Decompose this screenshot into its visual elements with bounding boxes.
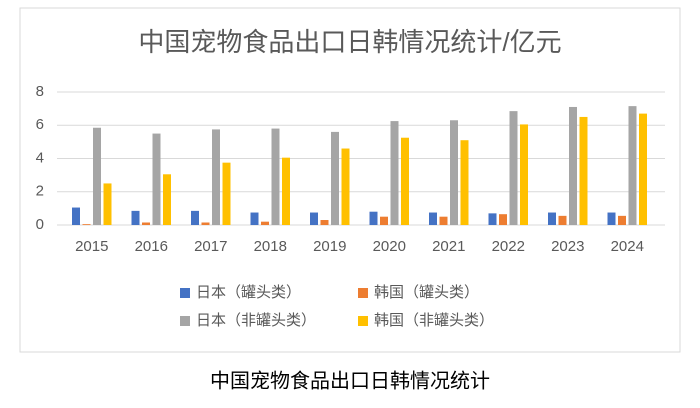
legend-swatch [358, 316, 368, 326]
x-tick-label: 2019 [313, 238, 346, 255]
chart-caption: 中国宠物食品出口日韩情况统计 [210, 369, 490, 392]
chart-title: 中国宠物食品出口日韩情况统计/亿元 [138, 27, 561, 57]
x-tick-label: 2016 [135, 238, 168, 255]
bar [212, 129, 220, 225]
bar [558, 215, 567, 225]
bar [250, 212, 259, 225]
bar [152, 133, 161, 225]
y-tick-label: 0 [36, 216, 44, 233]
x-tick-label: 2021 [432, 238, 465, 255]
bar [401, 137, 409, 225]
x-tick-label: 2024 [611, 238, 644, 255]
x-tick-label: 2022 [492, 238, 525, 255]
bar [639, 113, 647, 225]
x-tick-label: 2017 [194, 238, 227, 255]
bar [282, 157, 290, 225]
bar [201, 222, 210, 225]
bar [429, 212, 437, 225]
bar [509, 111, 518, 225]
bar [191, 210, 199, 225]
bar [142, 222, 150, 225]
bar [618, 215, 626, 225]
bar [579, 116, 588, 225]
bar [369, 211, 378, 225]
bar [607, 212, 616, 225]
bar [460, 140, 469, 225]
bar [72, 207, 80, 225]
bar [520, 124, 528, 225]
legend-label: 日本（非罐头类） [196, 312, 316, 329]
bar [131, 210, 140, 225]
bar [271, 128, 280, 225]
legend-label: 韩国（非罐头类） [374, 312, 494, 329]
x-tick-label: 2018 [254, 238, 287, 255]
legend-swatch [180, 288, 190, 298]
bar [261, 221, 269, 225]
legend-swatch [180, 316, 190, 326]
bar [163, 174, 171, 225]
bar [439, 216, 448, 225]
legend-label: 日本（罐头类） [196, 284, 301, 301]
bar [499, 214, 507, 225]
legend-label: 韩国（罐头类） [374, 284, 479, 301]
bar [103, 183, 112, 225]
bar [628, 106, 637, 225]
x-tick-label: 2020 [373, 238, 406, 255]
y-tick-label: 8 [36, 83, 44, 100]
bar [341, 148, 350, 225]
bar [450, 120, 458, 225]
legend-swatch [358, 288, 368, 298]
bar [310, 212, 318, 225]
y-tick-label: 4 [36, 149, 44, 166]
bar [331, 131, 339, 225]
y-tick-label: 2 [36, 183, 44, 200]
bar [320, 220, 329, 225]
bar [380, 216, 388, 225]
bar [82, 224, 91, 225]
bar [569, 106, 577, 225]
bar [390, 121, 399, 225]
bar [488, 213, 497, 225]
x-tick-label: 2015 [75, 238, 108, 255]
bar [93, 127, 101, 225]
x-tick-label: 2023 [551, 238, 584, 255]
bar [222, 162, 231, 225]
bar [548, 212, 556, 225]
y-tick-label: 6 [36, 116, 44, 133]
